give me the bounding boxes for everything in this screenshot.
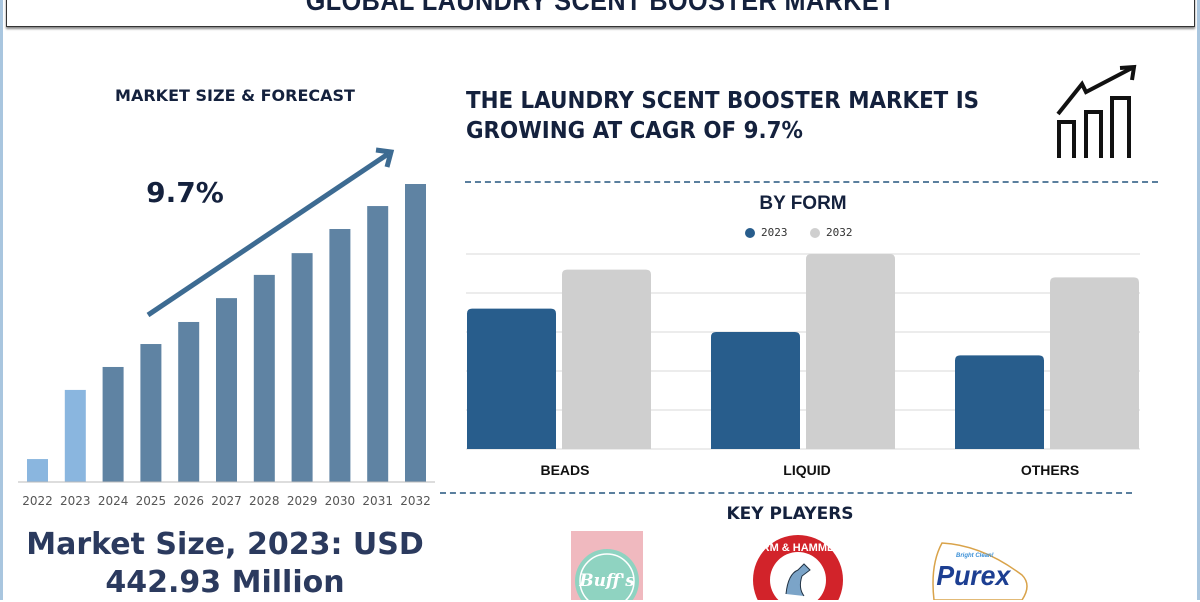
- x-tick-2023: 2023: [60, 494, 91, 508]
- legend-label-2023: 2023: [761, 226, 788, 239]
- divider-bottom: [440, 492, 1132, 494]
- legend-label-2032: 2032: [826, 226, 853, 239]
- bar-2026: [178, 321, 200, 482]
- headline-line2: GROWING AT CAGR OF 9.7%: [466, 118, 803, 144]
- bar-liquid-2032: [806, 254, 895, 449]
- bar-others-2032: [1050, 277, 1139, 449]
- category-liquid: LIQUID: [783, 462, 831, 478]
- trend-arrow: [146, 147, 395, 318]
- headline-line1: THE LAUNDRY SCENT BOOSTER MARKET IS: [466, 88, 980, 114]
- arm-and-hammer-logo: ARM & HAMMER: [753, 535, 843, 600]
- left-border: [0, 0, 3, 600]
- purex-logo: Bright Clean! Purex: [932, 542, 1028, 600]
- legend-2023: 2023: [745, 226, 788, 239]
- by-form-bar-chart: [466, 253, 1140, 450]
- bar-others-2023: [955, 355, 1044, 449]
- bar-2030: [329, 228, 351, 482]
- svg-text:Bright Clean!: Bright Clean!: [956, 553, 994, 559]
- bar-2032: [405, 184, 426, 482]
- bar-2023: [64, 389, 86, 482]
- category-others: OTHERS: [1020, 462, 1080, 478]
- page-title: GLOBAL LAUNDRY SCENT BOOSTER MARKET: [305, 0, 896, 16]
- market-size-line1: Market Size, 2023: USD: [26, 527, 424, 562]
- forecast-bar-chart: 2022 2023 2024 2025 2026 2027 2028 2029 2030 2031…: [18, 147, 435, 508]
- buffs-logo: Buff's: [571, 531, 643, 600]
- right-border: [1197, 0, 1200, 600]
- bar-2031: [367, 206, 389, 482]
- title-banner: GLOBAL LAUNDRY SCENT BOOSTER MARKET: [6, 0, 1195, 27]
- divider-top: [465, 181, 1158, 183]
- market-size-line2: 442.93 Million: [105, 565, 345, 600]
- growth-chart-icon: [1056, 64, 1137, 158]
- bar-beads-2023: [467, 308, 556, 449]
- x-tick-2031: 2031: [362, 494, 393, 508]
- legend-dot-2032: [810, 227, 820, 238]
- svg-text:Purex: Purex: [936, 559, 1012, 591]
- cagr-headline: THE LAUNDRY SCENT BOOSTER MARKET IS GROW…: [466, 86, 1015, 146]
- x-tick-2027: 2027: [211, 494, 242, 508]
- bar-2022: [27, 459, 48, 482]
- market-size-text: Market Size, 2023: USD 442.93 Million: [0, 526, 450, 602]
- svg-text:Buff's: Buff's: [578, 571, 635, 591]
- bar-2028: [253, 274, 275, 482]
- key-players-title: KEY PLAYERS: [726, 504, 854, 524]
- category-beads: BEADS: [540, 462, 590, 478]
- bar-liquid-2023: [711, 332, 800, 449]
- x-tick-2028: 2028: [249, 494, 280, 508]
- bar-2025: [140, 344, 162, 482]
- bar-2029: [291, 253, 313, 482]
- legend-dot-2023: [745, 227, 755, 238]
- forecast-heading: MARKET SIZE & FORECAST: [115, 86, 355, 105]
- bar-2027: [216, 298, 237, 482]
- legend-2032: 2032: [810, 226, 853, 239]
- by-form-title: BY FORM: [759, 193, 847, 214]
- bar-beads-2032: [562, 269, 651, 449]
- x-tick-2022: 2022: [22, 494, 53, 508]
- bar-2024: [102, 366, 124, 482]
- x-tick-2024: 2024: [98, 494, 129, 508]
- x-tick-2029: 2029: [287, 494, 318, 508]
- x-tick-2032: 2032: [400, 494, 431, 508]
- svg-text:ARM & HAMMER: ARM & HAMMER: [754, 542, 843, 554]
- cagr-annotation: 9.7%: [146, 176, 224, 209]
- x-tick-2026: 2026: [173, 494, 204, 508]
- x-tick-2025: 2025: [136, 494, 167, 508]
- x-tick-2030: 2030: [325, 494, 356, 508]
